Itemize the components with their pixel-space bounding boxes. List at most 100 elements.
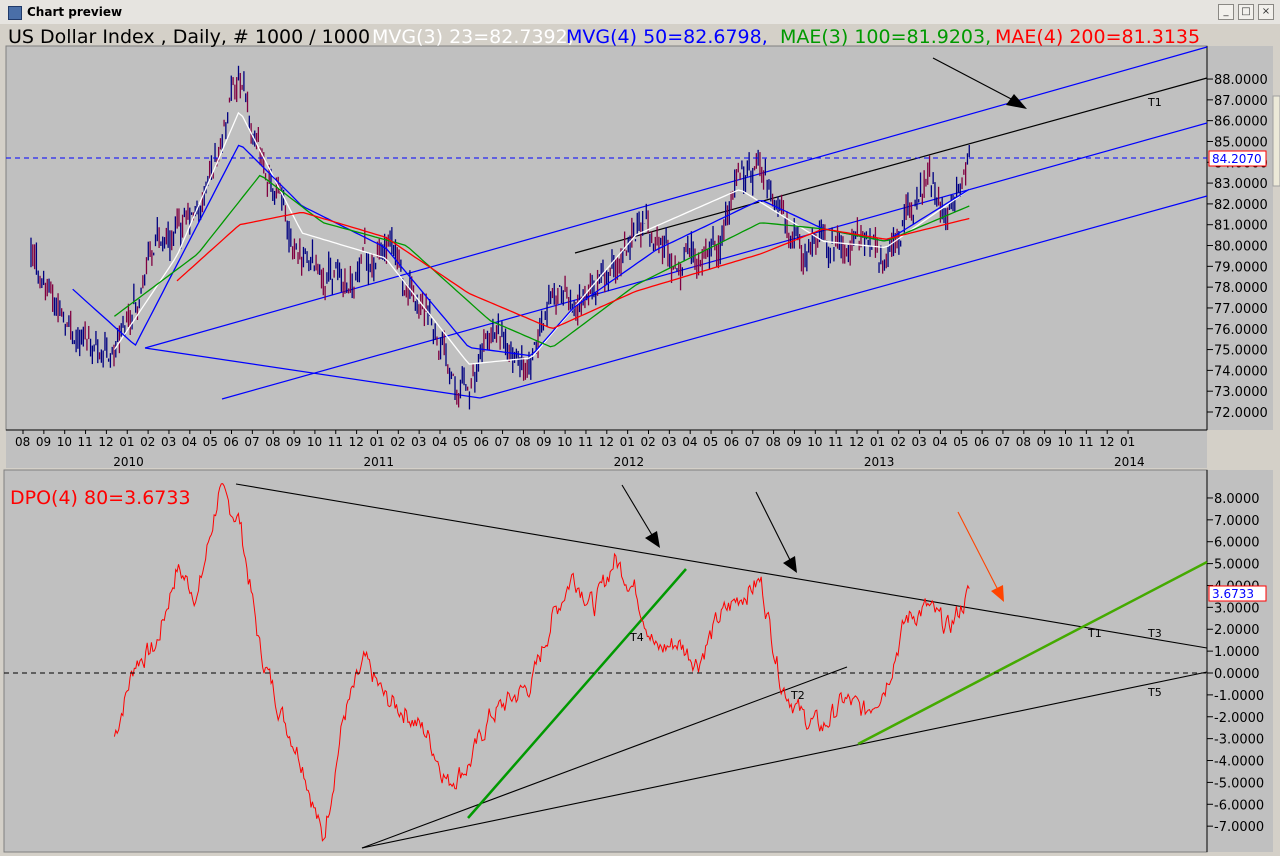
dpo-axis-label: -3.0000 [1214, 733, 1264, 748]
month-label: 06 [474, 435, 489, 449]
dpo-axis-label: 2.0000 [1214, 623, 1260, 638]
price-axis-label: 82.0000 [1214, 198, 1268, 213]
legend-mvg3: MVG(3) 23=82.7392, [372, 26, 574, 48]
dpo-axis-label: -2.0000 [1214, 711, 1264, 726]
price-axis-label: 87.0000 [1214, 94, 1268, 109]
minimize-button[interactable]: _ [1218, 4, 1234, 20]
dpo-axis-label: 7.0000 [1214, 514, 1260, 529]
month-label: 03 [161, 435, 176, 449]
dpo-axis-label: 0.0000 [1214, 667, 1260, 682]
month-label: 05 [953, 435, 968, 449]
month-label: 09 [286, 435, 301, 449]
date-axis-area [6, 430, 1207, 468]
dpo-arrow-2-shaft [755, 491, 791, 561]
dpo-arrow-1-shaft [621, 484, 653, 536]
price-plot-area [5, 45, 1208, 431]
month-label: 02 [641, 435, 656, 449]
month-label: 06 [224, 435, 239, 449]
vertical-scrollbar[interactable] [1273, 46, 1280, 852]
dpo-axis-label: 5.0000 [1214, 558, 1260, 573]
dpo-axis-label: -4.0000 [1214, 755, 1264, 770]
dpo-trend-line-t2 [361, 666, 848, 849]
window-titlebar: Chart preview _ □ × [0, 0, 1280, 25]
month-label: 07 [244, 435, 259, 449]
dpo-green-trend-right [857, 560, 1208, 746]
month-label: 01 [1120, 435, 1135, 449]
year-label: 2010 [113, 455, 144, 469]
dpo-trend-line-t1 [235, 483, 1208, 649]
moving-average-line [176, 212, 970, 329]
month-label: 08 [766, 435, 781, 449]
month-label: 12 [1099, 435, 1114, 449]
month-label: 10 [1058, 435, 1073, 449]
moving-average-line [113, 111, 970, 365]
dpo-chart-title: DPO(4) 80=3.6733 [10, 487, 191, 509]
price-axis-label: 76.0000 [1214, 323, 1268, 338]
price-trend-label-t1: T1 [1147, 96, 1162, 109]
year-label: 2012 [614, 455, 645, 469]
month-label: 04 [682, 435, 697, 449]
price-axis-label: 83.0000 [1214, 177, 1268, 192]
month-label: 04 [932, 435, 947, 449]
month-label: 03 [661, 435, 676, 449]
arrow-shaft [932, 57, 1016, 102]
dpo-axis-label: -5.0000 [1214, 776, 1264, 791]
month-label: 12 [98, 435, 113, 449]
month-label: 10 [307, 435, 322, 449]
month-label: 11 [328, 435, 343, 449]
month-label: 05 [703, 435, 718, 449]
dpo-last-label: 3.6733 [1212, 587, 1254, 601]
month-label: 01 [119, 435, 134, 449]
java-app-icon [8, 6, 22, 20]
channel-mid-line [221, 122, 1208, 400]
close-button[interactable]: × [1258, 4, 1274, 20]
price-axis-label: 73.0000 [1214, 385, 1268, 400]
maximize-button[interactable]: □ [1238, 4, 1254, 20]
month-label: 08 [265, 435, 280, 449]
channel-upper-line [144, 46, 1208, 349]
dpo-axis-area [1207, 470, 1273, 852]
year-label: 2013 [864, 455, 895, 469]
arrow-head [1006, 94, 1027, 109]
month-label: 01 [369, 435, 384, 449]
month-label: 03 [912, 435, 927, 449]
channel-lower-line [479, 195, 1208, 399]
month-label: 09 [536, 435, 551, 449]
dpo-trend-label-t2: T2 [790, 689, 805, 702]
month-label: 09 [786, 435, 801, 449]
month-label: 07 [745, 435, 760, 449]
legend-mae3: MAE(3) 100=81.9203, [780, 26, 991, 48]
trend-line-t1 [574, 77, 1208, 254]
dpo-axis-label: -6.0000 [1214, 798, 1264, 813]
month-label: 07 [495, 435, 510, 449]
dpo-trend-label-t4: T4 [629, 631, 644, 644]
last-price-label: 84.2070 [1212, 152, 1262, 166]
month-label: 01 [620, 435, 635, 449]
dpo-series-line [113, 483, 970, 842]
dpo-axis-label: 3.0000 [1214, 601, 1260, 616]
month-label: 01 [870, 435, 885, 449]
dpo-axis-label: 6.0000 [1214, 536, 1260, 551]
month-label: 04 [432, 435, 447, 449]
price-axis-label: 78.0000 [1214, 281, 1268, 296]
month-label: 11 [78, 435, 93, 449]
month-label: 02 [891, 435, 906, 449]
price-axis-label: 88.0000 [1214, 73, 1268, 88]
month-label: 11 [828, 435, 843, 449]
price-axis-label: 74.0000 [1214, 364, 1268, 379]
last-price-box [1208, 150, 1267, 167]
month-label: 05 [203, 435, 218, 449]
price-axis-label: 77.0000 [1214, 302, 1268, 317]
month-label: 02 [390, 435, 405, 449]
year-label: 2014 [1114, 455, 1145, 469]
month-label: 08 [15, 435, 30, 449]
dpo-green-trend-t4 [467, 568, 687, 819]
month-label: 06 [974, 435, 989, 449]
moving-average-line [72, 144, 970, 357]
month-label: 12 [599, 435, 614, 449]
month-label: 09 [1037, 435, 1052, 449]
month-label: 06 [724, 435, 739, 449]
scrollbar-thumb[interactable] [1272, 95, 1280, 187]
dpo-arrow-3-head [991, 585, 1004, 602]
dpo-axis-label: -7.0000 [1214, 820, 1264, 835]
